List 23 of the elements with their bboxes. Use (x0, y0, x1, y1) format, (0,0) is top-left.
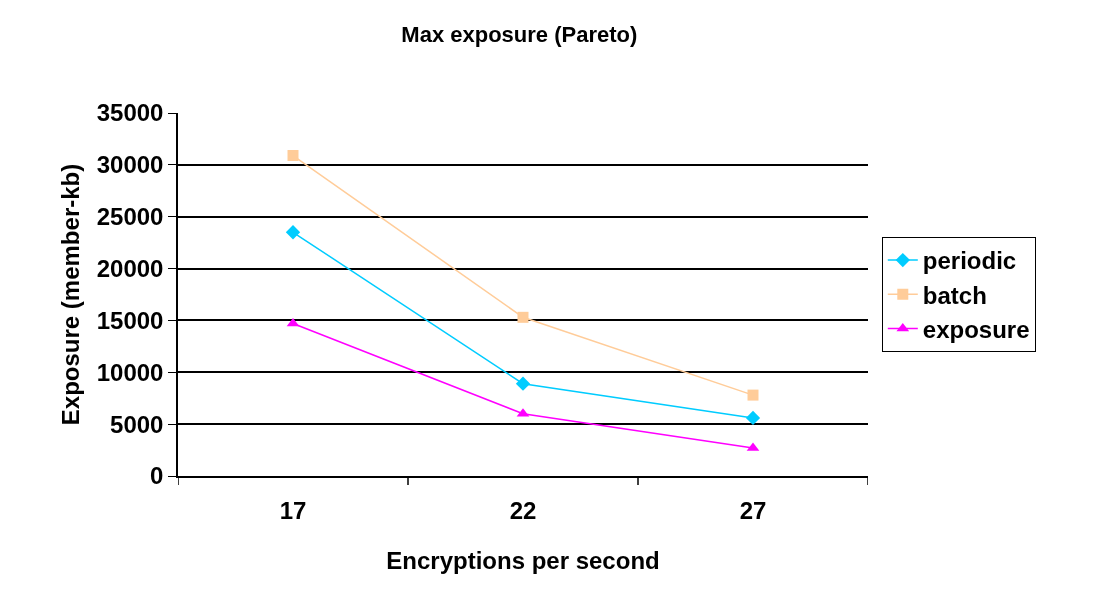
point (285, 225, 301, 240)
chart-title: Max exposure (Pareto) (401, 22, 638, 48)
y-tick-label: 20000 (96, 254, 164, 282)
point (745, 410, 761, 426)
legend-label: periodic (922, 247, 1017, 275)
point (517, 311, 529, 323)
y-axis-title: Exposure (member-kb) (57, 163, 85, 426)
y-tick-label: 0 (150, 462, 164, 490)
y-tick-label: 35000 (96, 99, 164, 127)
point (747, 389, 759, 401)
y-tick-label: 5000 (110, 410, 164, 438)
point (515, 376, 531, 391)
y-tick-label: 25000 (96, 203, 164, 231)
y-tick-label: 10000 (96, 358, 164, 386)
legend-label: batch (922, 281, 987, 309)
x-tick-label: 17 (279, 496, 307, 524)
x-axis-title: Encryptions per second (386, 547, 660, 575)
point (287, 150, 299, 162)
x-tick-label: 22 (509, 496, 537, 524)
legend-label: exposure (922, 315, 1030, 343)
y-tick-label: 15000 (96, 306, 164, 334)
y-tick-label: 30000 (96, 151, 164, 179)
x-tick-label: 27 (739, 496, 767, 524)
